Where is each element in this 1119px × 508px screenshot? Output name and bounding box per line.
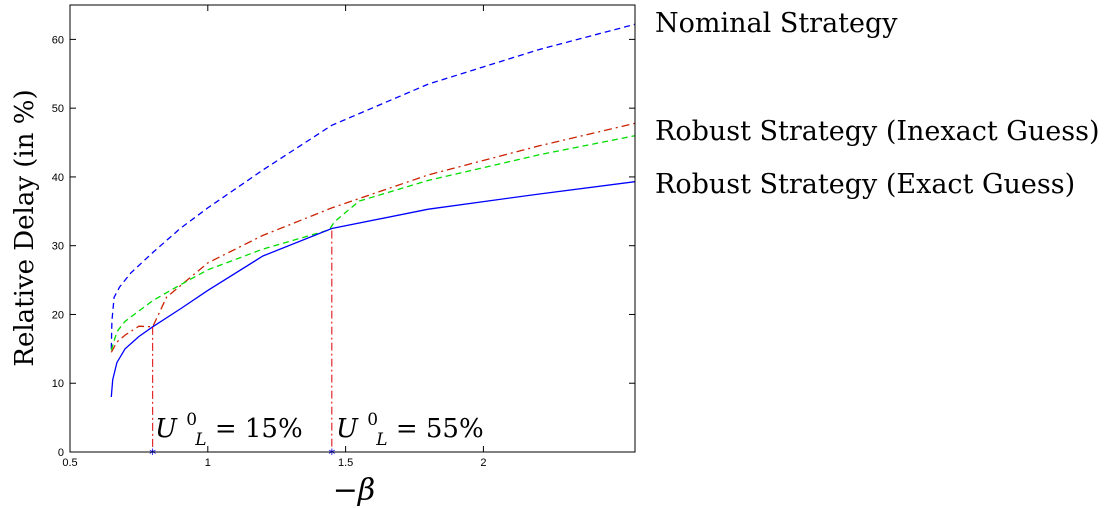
series-layer (110, 23, 635, 398)
svg-text:U 0 L = 15%: U 0 L = 15% (155, 402, 303, 452)
plot-frame (69, 4, 636, 453)
y-tick-label: 0 (58, 447, 64, 459)
annotation-55: U 0 L = 55% (336, 402, 484, 452)
y-tick-label: 60 (52, 34, 64, 46)
x-axis: 0.5 1 1.5 2 (62, 5, 486, 469)
annotation-55-sup: 0 (367, 410, 378, 430)
x-tick-label: 0.5 (62, 457, 77, 469)
x-axis-title: −β (333, 473, 375, 508)
plot-area: * * (110, 23, 635, 463)
y-axis-title: Relative Delay (in %) (10, 89, 40, 366)
svg-text:U 0 L = 55%: U 0 L = 55% (336, 402, 484, 452)
annotation-55-sub: L (375, 430, 387, 450)
series-line-0 (110, 23, 635, 349)
annotation-15-rest: = 15% (215, 414, 303, 444)
x-tick-label: 2 (480, 457, 486, 469)
x-tick-label: 1 (205, 457, 211, 469)
y-axis: 0 10 20 30 40 50 60 (52, 34, 635, 459)
y-tick-label: 20 (52, 309, 64, 321)
annotation-55-rest: = 55% (396, 414, 484, 444)
legend-robust-inexact: Robust Strategy (Inexact Guess) (655, 116, 1099, 147)
marker-star-1: * (328, 447, 335, 463)
legend-nominal: Nominal Strategy (655, 8, 898, 39)
series-line-2 (110, 135, 635, 351)
annotation-55-base: U (336, 414, 359, 444)
marker-star-0: * (149, 447, 156, 463)
legend-robust-exact: Robust Strategy (Exact Guess) (655, 169, 1075, 200)
marker-layer: * * (149, 230, 335, 463)
series-line-1 (110, 122, 635, 353)
annotation-15-base: U (155, 414, 178, 444)
y-tick-label: 10 (52, 378, 64, 390)
annotation-15-sub: L (194, 430, 206, 450)
y-tick-label: 40 (52, 172, 64, 184)
y-tick-label: 30 (52, 241, 64, 253)
series-line-3 (110, 181, 635, 398)
annotation-15-sup: 0 (186, 410, 197, 430)
annotation-15: U 0 L = 15% (155, 402, 303, 452)
y-tick-label: 50 (52, 103, 64, 115)
x-tick-label: 1.5 (338, 457, 353, 469)
